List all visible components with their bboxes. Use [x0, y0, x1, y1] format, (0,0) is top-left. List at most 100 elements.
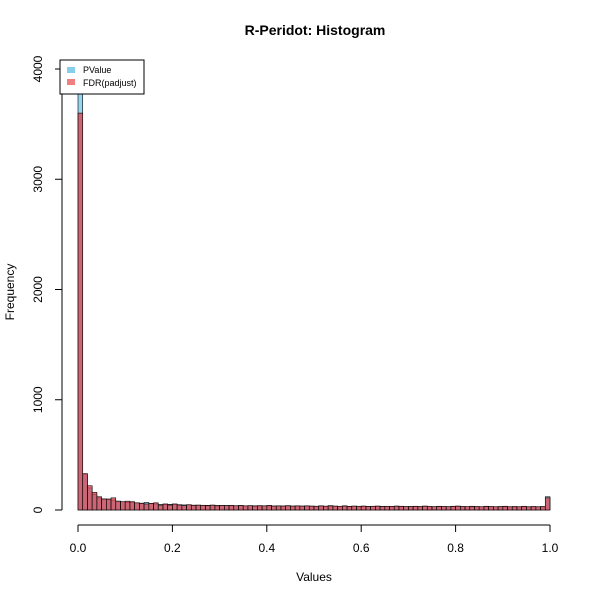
fdr-bar-80: [455, 505, 461, 511]
fdr-bar-49: [308, 505, 315, 511]
fdr-bar-38: [257, 505, 263, 511]
fdr-bar-10: [124, 500, 131, 511]
fdr-bar-82: [464, 506, 471, 511]
fdr-bar-48: [304, 505, 310, 511]
fdr-bar-24: [190, 505, 197, 511]
x-tick-label-3: 0.6: [353, 541, 370, 555]
y-tick-label-1: 1000: [31, 386, 45, 413]
fdr-bar-89: [497, 506, 504, 511]
y-tick-label-3: 3000: [31, 166, 45, 193]
fdr-bar-94: [521, 505, 527, 511]
fdr-bar-78: [445, 506, 452, 511]
fdr-bar-77: [441, 506, 447, 511]
fdr-bar-11: [129, 501, 135, 511]
legend-label-fdr: FDR(padjust): [83, 78, 137, 88]
fdr-bar-22: [181, 505, 187, 511]
fdr-bar-2: [87, 485, 93, 511]
fdr-bar-0: [77, 112, 84, 511]
fdr-bar-47: [299, 505, 305, 511]
fdr-bar-19: [167, 504, 173, 511]
fdr-bar-67: [393, 505, 400, 511]
fdr-bar-9: [120, 501, 126, 511]
fdr-bar-61: [365, 506, 371, 511]
fdr-bar-55: [337, 505, 343, 511]
fdr-bar-54: [332, 505, 338, 511]
fdr-bar-73: [422, 505, 428, 511]
fdr-bar-74: [426, 506, 433, 511]
fdr-bar-1: [82, 473, 88, 511]
fdr-bar-83: [469, 505, 475, 511]
fdr-bar-88: [493, 506, 499, 511]
fdr-bar-23: [186, 504, 192, 511]
fdr-bar-4: [96, 496, 102, 511]
fdr-bar-96: [530, 506, 537, 511]
fdr-bar-50: [313, 505, 320, 511]
fdr-bar-35: [242, 505, 249, 511]
fdr-bar-86: [483, 505, 489, 511]
fdr-bar-66: [389, 506, 395, 511]
fdr-bar-81: [460, 506, 466, 511]
fdr-bar-42: [275, 505, 282, 511]
fdr-bar-97: [535, 506, 541, 511]
fdr-bar-68: [398, 505, 404, 511]
fdr-bar-28: [209, 504, 216, 511]
x-tick-label-4: 0.8: [447, 541, 464, 555]
fdr-bar-29: [214, 505, 220, 511]
fdr-bar-18: [162, 503, 168, 511]
legend-label-pvalue: PValue: [83, 65, 111, 75]
fdr-bar-34: [238, 505, 244, 511]
fdr-bar-20: [172, 503, 178, 511]
fdr-bar-40: [266, 505, 272, 511]
y-tick-label-2: 2000: [31, 276, 45, 303]
fdr-bar-71: [412, 505, 419, 511]
fdr-bar-64: [379, 506, 386, 511]
legend-swatch-fdr: [67, 79, 75, 85]
fdr-bar-75: [431, 506, 438, 511]
fdr-bar-69: [403, 506, 409, 511]
legend: PValue FDR(padjust): [59, 59, 145, 95]
fdr-bar-87: [488, 506, 494, 511]
fdr-bar-63: [375, 505, 381, 511]
fdr-bar-31: [224, 505, 230, 511]
fdr-bar-52: [323, 505, 329, 511]
fdr-bar-58: [351, 505, 357, 511]
axes: 0.0 0.2 0.4 0.6 0.8 1.0 0 1000 2000 3000 4000: [31, 55, 559, 555]
fdr-bar-6: [106, 498, 112, 511]
fdr-bar-14: [143, 503, 150, 511]
y-tick-label-0: 0: [31, 506, 45, 513]
fdr-bar-25: [195, 504, 202, 511]
fdr-bar-84: [474, 506, 480, 511]
legend-swatch-pvalue: [67, 67, 75, 73]
x-tick-label-5: 1.0: [542, 541, 559, 555]
fdr-bar-17: [157, 504, 164, 511]
fdr-bar-90: [502, 505, 508, 511]
fdr-bar-3: [91, 492, 98, 511]
fdr-bar-65: [384, 505, 390, 511]
fdr-bar-41: [271, 505, 277, 511]
fdr-bar-46: [294, 505, 301, 511]
fdr-bar-43: [280, 505, 286, 511]
legend-box: [59, 59, 145, 95]
pvalue-bars: [77, 68, 551, 511]
fdr-bar-70: [408, 506, 414, 511]
fdr-bar-93: [516, 506, 522, 511]
fdr-bar-16: [153, 502, 159, 511]
fdr-bars: [77, 112, 551, 511]
fdr-bar-37: [252, 505, 258, 511]
fdr-bar-21: [176, 504, 183, 511]
fdr-bar-57: [346, 506, 353, 511]
fdr-bar-13: [139, 503, 145, 511]
fdr-bar-45: [290, 505, 296, 511]
fdr-bar-15: [148, 503, 154, 511]
fdr-bar-95: [526, 506, 532, 511]
fdr-bar-79: [450, 505, 456, 511]
fdr-bar-26: [200, 505, 206, 511]
fdr-bar-53: [327, 505, 334, 511]
chart-title: R-Peridot: Histogram: [245, 22, 386, 38]
fdr-bar-91: [507, 506, 513, 511]
fdr-bar-8: [115, 500, 121, 511]
fdr-bar-33: [233, 505, 239, 511]
fdr-bar-62: [370, 505, 376, 511]
